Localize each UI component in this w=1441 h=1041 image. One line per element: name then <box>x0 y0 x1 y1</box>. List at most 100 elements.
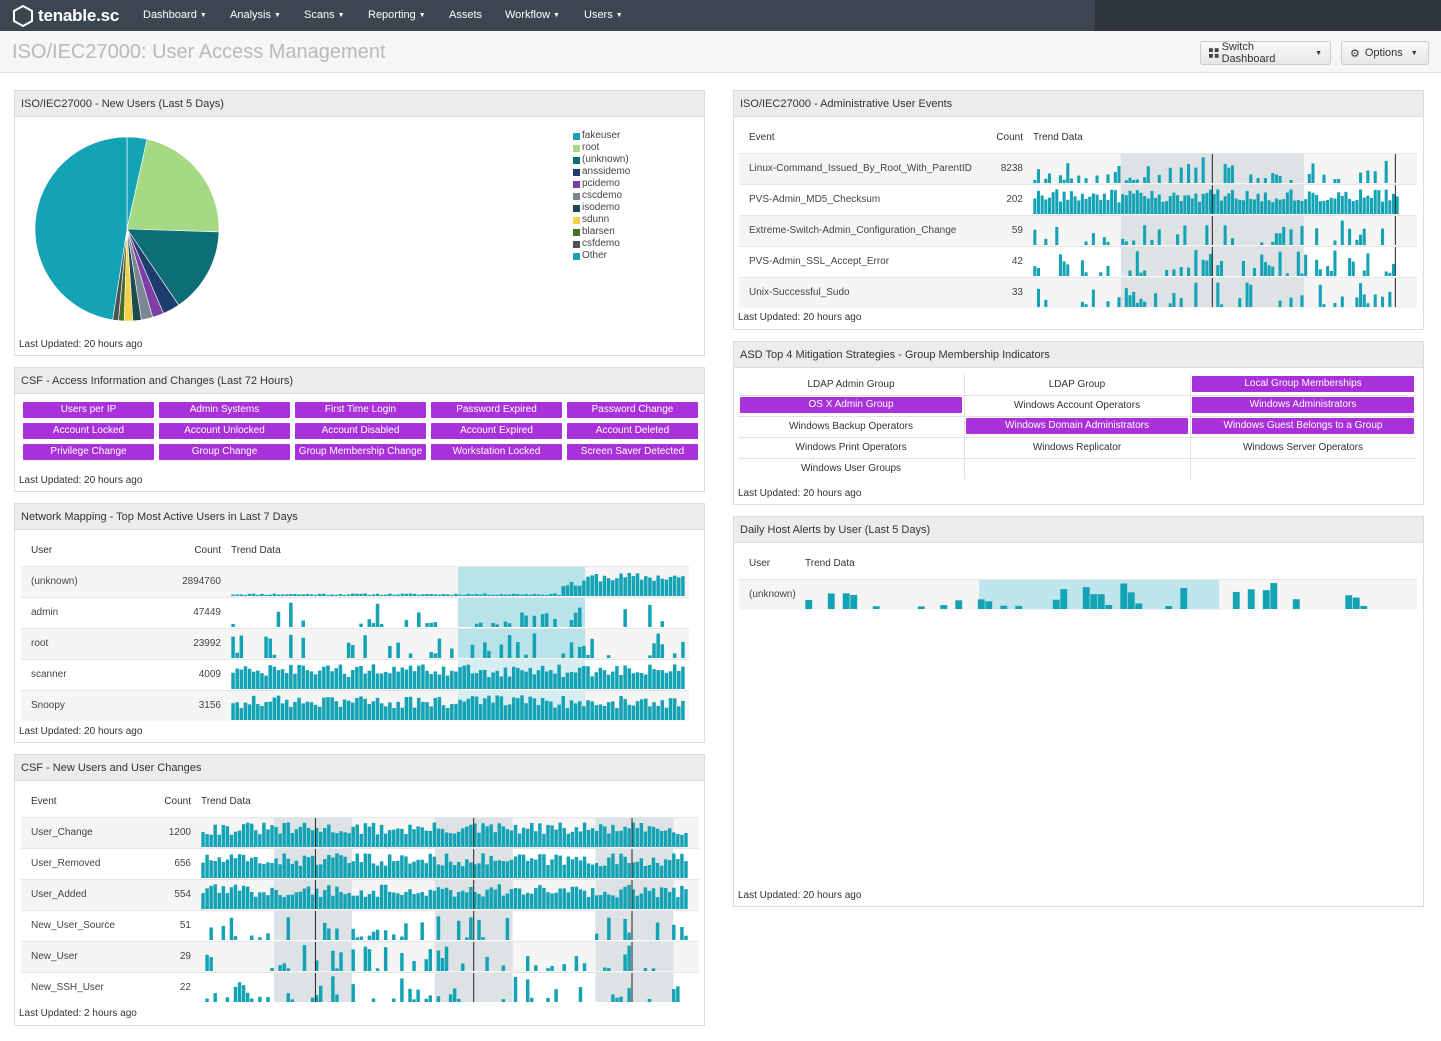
column-header[interactable]: Trend Data <box>231 545 281 557</box>
pie-slice-unknown[interactable] <box>126 228 220 306</box>
table-row[interactable]: (unknown) <box>739 578 1417 610</box>
group-indicator-windows-guest-belongs-to-a-group[interactable]: Windows Guest Belongs to a Group <box>1190 416 1416 437</box>
table-row[interactable]: Extreme-Switch-Admin_Configuration_Chang… <box>739 214 1417 246</box>
indicator-first-time-login[interactable]: First Time Login <box>295 402 426 418</box>
row-label[interactable]: Unix-Successful_Sudo <box>739 276 979 308</box>
row-label[interactable]: admin <box>21 596 171 628</box>
group-indicator-windows-replicator[interactable]: Windows Replicator <box>964 437 1190 458</box>
nav-analysis[interactable]: Analysis ▼ <box>230 9 281 21</box>
group-indicator-windows-user-groups[interactable]: Windows User Groups <box>738 458 964 479</box>
column-header[interactable]: Count <box>996 132 1023 144</box>
table-row[interactable]: PVS-Admin_SSL_Accept_Error 42 <box>739 245 1417 277</box>
row-label[interactable]: New_User <box>21 940 141 972</box>
row-label[interactable]: (unknown) <box>739 578 805 610</box>
app-logo[interactable]: tenable.sc <box>12 4 119 28</box>
trend-bar <box>351 949 355 971</box>
options-button[interactable]: ⚙ Options ▼ <box>1341 41 1429 65</box>
column-header[interactable]: Event <box>749 132 775 144</box>
group-indicator-windows-domain-administrators[interactable]: Windows Domain Administrators <box>964 416 1190 437</box>
row-label[interactable]: User_Removed <box>21 847 141 879</box>
row-label[interactable]: User_Added <box>21 878 141 910</box>
pie-slice-other[interactable] <box>34 136 128 321</box>
group-indicator-windows-print-operators[interactable]: Windows Print Operators <box>738 437 964 458</box>
group-indicator-local-group-memberships[interactable]: Local Group Memberships <box>1190 374 1416 395</box>
trend-bar <box>680 926 684 940</box>
row-count: 1200 <box>141 816 201 848</box>
table-row[interactable]: User_Change 1200 <box>21 816 699 848</box>
nav-workflow[interactable]: Workflow ▼ <box>505 9 560 21</box>
trend-bar <box>239 635 244 658</box>
indicator-account-deleted[interactable]: Account Deleted <box>567 423 698 439</box>
trend-bar <box>668 671 673 689</box>
row-label[interactable]: New_User_Source <box>21 909 141 941</box>
column-header[interactable]: User <box>31 545 53 557</box>
nav-users[interactable]: Users ▼ <box>584 9 623 21</box>
group-indicator-windows-administrators[interactable]: Windows Administrators <box>1190 395 1416 416</box>
group-indicator-windows-server-operators[interactable]: Windows Server Operators <box>1190 437 1416 458</box>
trend-bar <box>542 854 546 878</box>
table-row[interactable]: admin 47449 <box>21 596 689 628</box>
table-row[interactable]: New_User_Source 51 <box>21 909 699 941</box>
table-row[interactable]: root 23992 <box>21 627 689 659</box>
group-indicator-windows-account-operators[interactable]: Windows Account Operators <box>964 395 1190 416</box>
indicator-admin-systems[interactable]: Admin Systems <box>159 402 290 418</box>
column-header[interactable]: Count <box>164 796 191 808</box>
row-label[interactable]: PVS-Admin_SSL_Accept_Error <box>739 245 979 277</box>
pie-slice-root[interactable] <box>126 138 220 233</box>
switch-dashboard-button[interactable]: Switch Dashboard ▼ <box>1200 41 1331 65</box>
trend-bar <box>520 594 524 596</box>
column-header[interactable]: Trend Data <box>1033 132 1083 144</box>
nav-assets[interactable]: Assets <box>449 9 482 21</box>
trend-bar <box>659 831 664 847</box>
indicator-group-membership-change[interactable]: Group Membership Change <box>295 444 426 460</box>
trend-bar <box>1256 178 1260 183</box>
table-row[interactable]: Unix-Successful_Sudo 33 <box>739 276 1417 308</box>
group-indicator-ldap-admin-group[interactable]: LDAP Admin Group <box>738 374 964 395</box>
indicator-group-change[interactable]: Group Change <box>159 444 290 460</box>
indicator-account-unlocked[interactable]: Account Unlocked <box>159 423 290 439</box>
indicator-privilege-change[interactable]: Privilege Change <box>23 444 154 460</box>
group-indicator-os-x-admin-group[interactable]: OS X Admin Group <box>738 395 964 416</box>
row-label[interactable]: User_Change <box>21 816 141 848</box>
row-label[interactable]: Linux-Command_Issued_By_Root_With_Parent… <box>739 152 979 184</box>
trend-bar <box>404 891 408 909</box>
group-indicator-ldap-group[interactable]: LDAP Group <box>964 374 1190 395</box>
indicator-users-per-ip[interactable]: Users per IP <box>23 402 154 418</box>
indicator-password-expired[interactable]: Password Expired <box>431 402 562 418</box>
indicator-account-expired[interactable]: Account Expired <box>431 423 562 439</box>
group-indicator-windows-backup-operators[interactable]: Windows Backup Operators <box>738 416 964 437</box>
row-label[interactable]: Extreme-Switch-Admin_Configuration_Chang… <box>739 214 979 246</box>
trend-bar <box>513 977 518 1003</box>
row-label[interactable]: root <box>21 627 171 659</box>
indicator-workstation-locked[interactable]: Workstation Locked <box>431 444 562 460</box>
table-row[interactable]: Snoopy 3156 <box>21 689 689 721</box>
trend-bar <box>237 890 242 909</box>
indicator-password-change[interactable]: Password Change <box>567 402 698 418</box>
row-label[interactable]: scanner <box>21 658 171 690</box>
table-row[interactable]: scanner 4009 <box>21 658 689 690</box>
indicator-screen-saver-detected[interactable]: Screen Saver Detected <box>567 444 698 460</box>
table-row[interactable]: Linux-Command_Issued_By_Root_With_Parent… <box>739 152 1417 184</box>
row-label[interactable]: Snoopy <box>21 689 171 721</box>
nav-scans[interactable]: Scans ▼ <box>304 9 345 21</box>
nav-reporting[interactable]: Reporting ▼ <box>368 9 426 21</box>
nav-dashboard[interactable]: Dashboard ▼ <box>143 9 207 21</box>
column-header[interactable]: User <box>749 558 771 570</box>
table-row[interactable]: New_SSH_User 22 <box>21 971 699 1003</box>
table-row[interactable]: User_Removed 656 <box>21 847 699 879</box>
table-row[interactable]: (unknown) 2894760 <box>21 565 689 597</box>
column-header[interactable]: Event <box>31 796 57 808</box>
table-row[interactable]: New_User 29 <box>21 940 699 972</box>
indicator-account-locked[interactable]: Account Locked <box>23 423 154 439</box>
trend-bar <box>404 620 409 627</box>
column-header[interactable]: Trend Data <box>805 558 855 570</box>
table-row[interactable]: User_Added 554 <box>21 878 699 910</box>
column-header[interactable]: Count <box>194 545 221 557</box>
trend-bar <box>656 670 660 689</box>
column-header[interactable]: Trend Data <box>201 796 251 808</box>
row-label[interactable]: (unknown) <box>21 565 171 597</box>
indicator-account-disabled[interactable]: Account Disabled <box>295 423 426 439</box>
row-label[interactable]: New_SSH_User <box>21 971 141 1003</box>
row-label[interactable]: PVS-Admin_MD5_Checksum <box>739 183 979 215</box>
table-row[interactable]: PVS-Admin_MD5_Checksum 202 <box>739 183 1417 215</box>
